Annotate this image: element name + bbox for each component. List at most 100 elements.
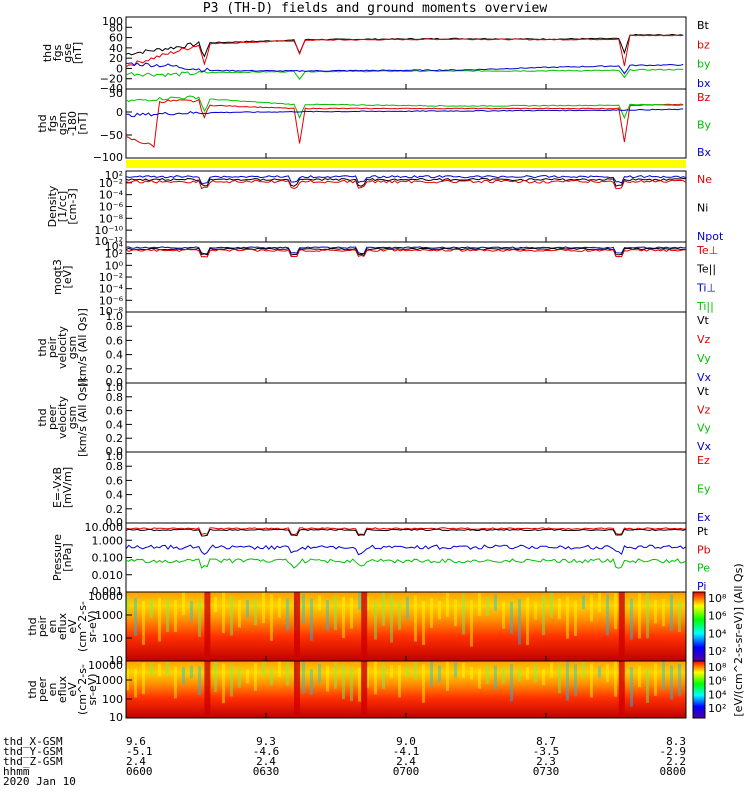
spectrogram-streak [302,661,305,694]
spectrogram-streak [606,594,609,636]
y-tick-label: −100 [93,151,123,164]
y-tick-label: 60 [109,32,123,45]
colorbar-unit-label: [eV/(cm^2-s-sr-eV)] (All Qs) [732,563,745,716]
spectrogram-streak [478,592,481,616]
spectrogram-streak [598,592,601,613]
legend-entry: Vt [697,385,710,398]
pressure-trace [125,528,687,537]
spectrogram-streak [350,598,353,629]
spectrogram-streak [486,596,489,617]
spectrogram-streak [190,601,193,621]
density-trace [125,179,687,190]
spectrogram-streak [182,667,185,685]
spectrogram-streak [366,595,369,611]
spectrogram-streak [182,592,185,616]
spectrogram-streak [382,662,385,689]
ephemeris-value: 0700 [393,765,420,778]
legend-entry: Vx [697,440,712,453]
y-tick-label: 10⁻⁶ [99,294,124,307]
spectrogram-streak [278,598,281,618]
series-line-by [125,68,684,81]
panel-frame-temperature [125,241,687,313]
spectrogram-streak [454,662,457,678]
y-tick-label: 0.001 [92,585,124,598]
spectrogram-streak [430,598,433,628]
y-tick-label: 10⁻⁶ [99,201,124,214]
spectrogram-streak [574,664,577,696]
y-tick-label: 100 [102,15,123,28]
series-line-By [125,95,684,120]
y-tick-label: 10 [109,654,123,667]
spectrogram-streak [462,662,465,679]
ephemeris-value: -4.6 [253,745,280,758]
colorbar-tick-label: 10⁸ [708,661,727,674]
spectrogram-streak [566,661,569,701]
spectrogram-streak [270,594,273,641]
spectrogram-streak [238,600,241,628]
spectrogram-streak [454,599,457,627]
y-tick-label: 40 [109,42,123,55]
spectrogram-streak [342,664,345,700]
spectrogram-peer-spec [126,661,686,718]
spectrogram-streak [310,598,313,641]
y-tick-label: 10⁻² [99,271,123,284]
legend-entry: by [697,58,711,71]
spectrogram-streak [422,601,425,645]
spectrogram-streak [198,666,201,696]
y-tick-label: 10.000 [85,521,124,534]
spectrogram-streak [558,664,561,694]
ephemeris-value: 8.3 [666,735,686,748]
ephemeris-value: -3.5 [533,745,560,758]
page-title: P3 (TH-D) fields and ground moments over… [202,1,548,16]
spectrogram-streak [142,601,145,645]
spectrogram-streak [230,664,233,697]
colorbar-tick-label: 10⁶ [708,610,727,623]
legend-entry: bx [697,77,711,90]
spectrogram-streak [150,599,153,618]
spectrogram-streak [446,661,449,691]
ephemeris-value: 9.0 [396,735,416,748]
density-trace [125,177,687,187]
spectrogram-streak [286,598,289,631]
y-axis-label: (cm^2-s- [76,664,89,715]
y-tick-label: 0.010 [92,569,124,582]
y-axis-label: thd [36,114,49,132]
spectrogram-streak [222,663,225,704]
y-axis-label: gse [61,43,74,63]
ephemeris-value: 2.4 [256,755,276,768]
y-tick-label: 0.4 [106,418,124,431]
y-tick-label: 10⁻¹² [94,235,123,248]
legend-entry: Ez [697,454,710,467]
spectrogram-streak [654,599,657,624]
y-tick-label: 10⁻⁴ [99,283,124,296]
spectrogram-streak [174,599,177,632]
ephemeris-value: 2.2 [666,755,686,768]
y-axis-label: thd [41,44,54,62]
spectrogram-streak [390,665,393,679]
y-axis-label: peer [46,405,59,431]
spectrogram-streak [190,665,193,679]
spectrogram-streak [494,665,497,690]
legend-entry: Ti|| [696,300,714,313]
y-tick-label: 0.8 [106,391,124,404]
y-axis-label: eflux [56,612,69,640]
y-axis-label: fgs [46,115,59,132]
y-axis-label: Pressure [51,534,64,581]
spectrogram-streak [246,669,249,684]
y-tick-label: 0.6 [106,405,124,418]
spectrogram-streak [302,594,305,624]
ephemeris-value: -2.9 [660,745,687,758]
spectrogram-burst [204,661,211,718]
legend-entry: Pe [697,562,710,575]
y-tick-label: −50 [100,129,123,142]
legend-entry: Te|| [696,263,716,276]
density-trace [125,175,687,184]
y-axis-label: sr-eV) [86,610,99,642]
y-axis-label: en [46,620,59,634]
y-axis-label: thd [36,408,49,426]
spectrogram-burst [294,661,300,718]
temperature-trace [125,247,687,256]
y-axis-label: eV [66,619,79,634]
y-tick-label: 10⁻⁸ [99,305,124,318]
